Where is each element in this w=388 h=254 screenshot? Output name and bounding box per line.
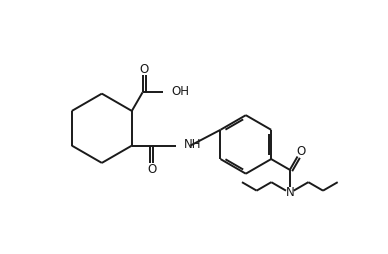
Text: OH: OH [171, 85, 189, 98]
Text: O: O [147, 163, 156, 176]
Text: NH: NH [184, 138, 201, 151]
Text: O: O [297, 145, 306, 158]
Text: N: N [286, 186, 294, 199]
Text: O: O [140, 63, 149, 76]
